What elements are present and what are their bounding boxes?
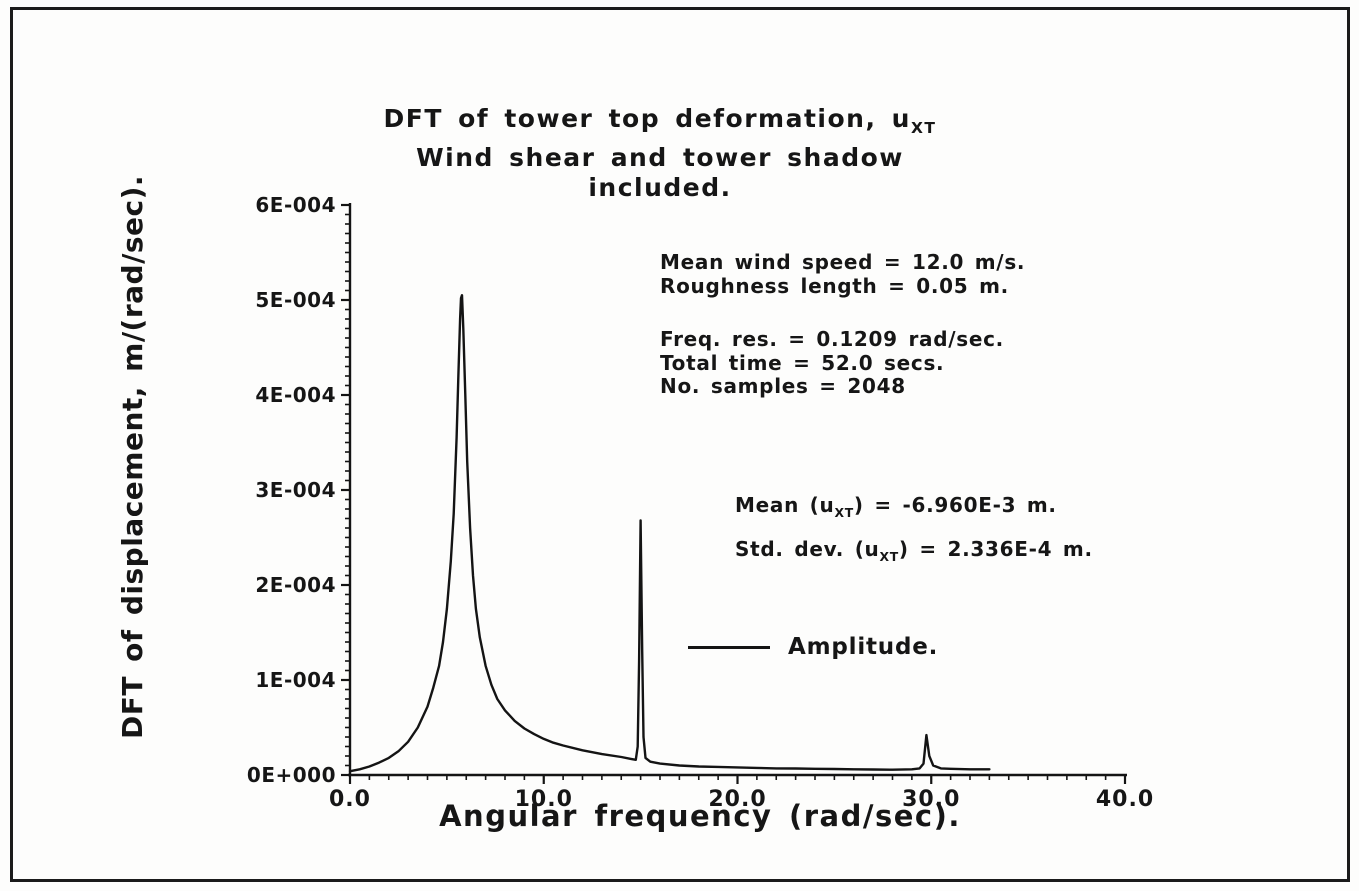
y-tick-label: 4E-004 <box>255 383 336 407</box>
annotation-std-post: ) = 2.336E-4 m. <box>898 537 1093 561</box>
mean-u-xt-subscript: XT <box>834 505 854 520</box>
amplitude-curve <box>348 294 991 773</box>
y-tick-label: 1E-004 <box>255 668 336 692</box>
y-tick-label: 3E-004 <box>255 478 336 502</box>
annotation-mean-value: Mean (uXT) = -6.960E-3 m. <box>735 493 1057 525</box>
annotation-sampling-info: Freq. res. = 0.1209 rad/sec. Total time … <box>660 327 1004 399</box>
y-tick-label: 5E-004 <box>255 288 336 312</box>
x-axis-label: Angular frequency (rad/sec). <box>439 799 961 833</box>
x-tick-label: 40.0 <box>1096 787 1154 812</box>
figure-border-frame <box>10 7 1350 882</box>
legend: Amplitude. <box>688 634 938 660</box>
u-xt-subscript: XT <box>910 119 937 137</box>
std-u-xt-subscript: XT <box>879 549 899 564</box>
x-tick-label: 30.0 <box>902 787 960 812</box>
y-tick-label: 0E+000 <box>247 763 336 787</box>
y-axis-label: DFT of displacement, m/(rad/sec). <box>116 174 149 740</box>
annotation-roughness-length: Roughness length = 0.05 m. <box>660 273 1009 298</box>
annotation-mean-post: ) = -6.960E-3 m. <box>853 493 1057 517</box>
annotation-num-samples: No. samples = 2048 <box>660 374 906 398</box>
x-tick-label: 0.0 <box>329 787 371 812</box>
chart-title-line1-text: DFT of tower top deformation, u <box>383 104 911 133</box>
annotation-wind-conditions: Mean wind speed = 12.0 m/s. Roughness le… <box>660 250 1026 298</box>
y-tick-label: 6E-004 <box>255 193 336 217</box>
x-tick-label: 10.0 <box>515 787 573 812</box>
chart-title-line2: Wind shear and tower shadow included. <box>416 143 904 202</box>
chart-title: DFT of tower top deformation, uXT Wind s… <box>350 104 970 203</box>
legend-line-sample <box>688 645 770 649</box>
x-tick-label: 20.0 <box>708 787 766 812</box>
annotation-std-dev-value: Std. dev. (uXT) = 2.336E-4 m. <box>735 537 1093 569</box>
annotation-total-time: Total time = 52.0 secs. <box>660 350 945 375</box>
legend-label: Amplitude. <box>788 634 939 660</box>
annotation-std-pre: Std. dev. (u <box>735 537 880 561</box>
annotation-mean-wind-speed: Mean wind speed = 12.0 m/s. <box>660 250 1026 274</box>
annotation-freq-res: Freq. res. = 0.1209 rad/sec. <box>660 327 1004 351</box>
chart-title-line1: DFT of tower top deformation, uXT <box>350 104 970 143</box>
annotation-mean-pre: Mean (u <box>735 493 835 517</box>
y-tick-label: 2E-004 <box>255 573 336 597</box>
